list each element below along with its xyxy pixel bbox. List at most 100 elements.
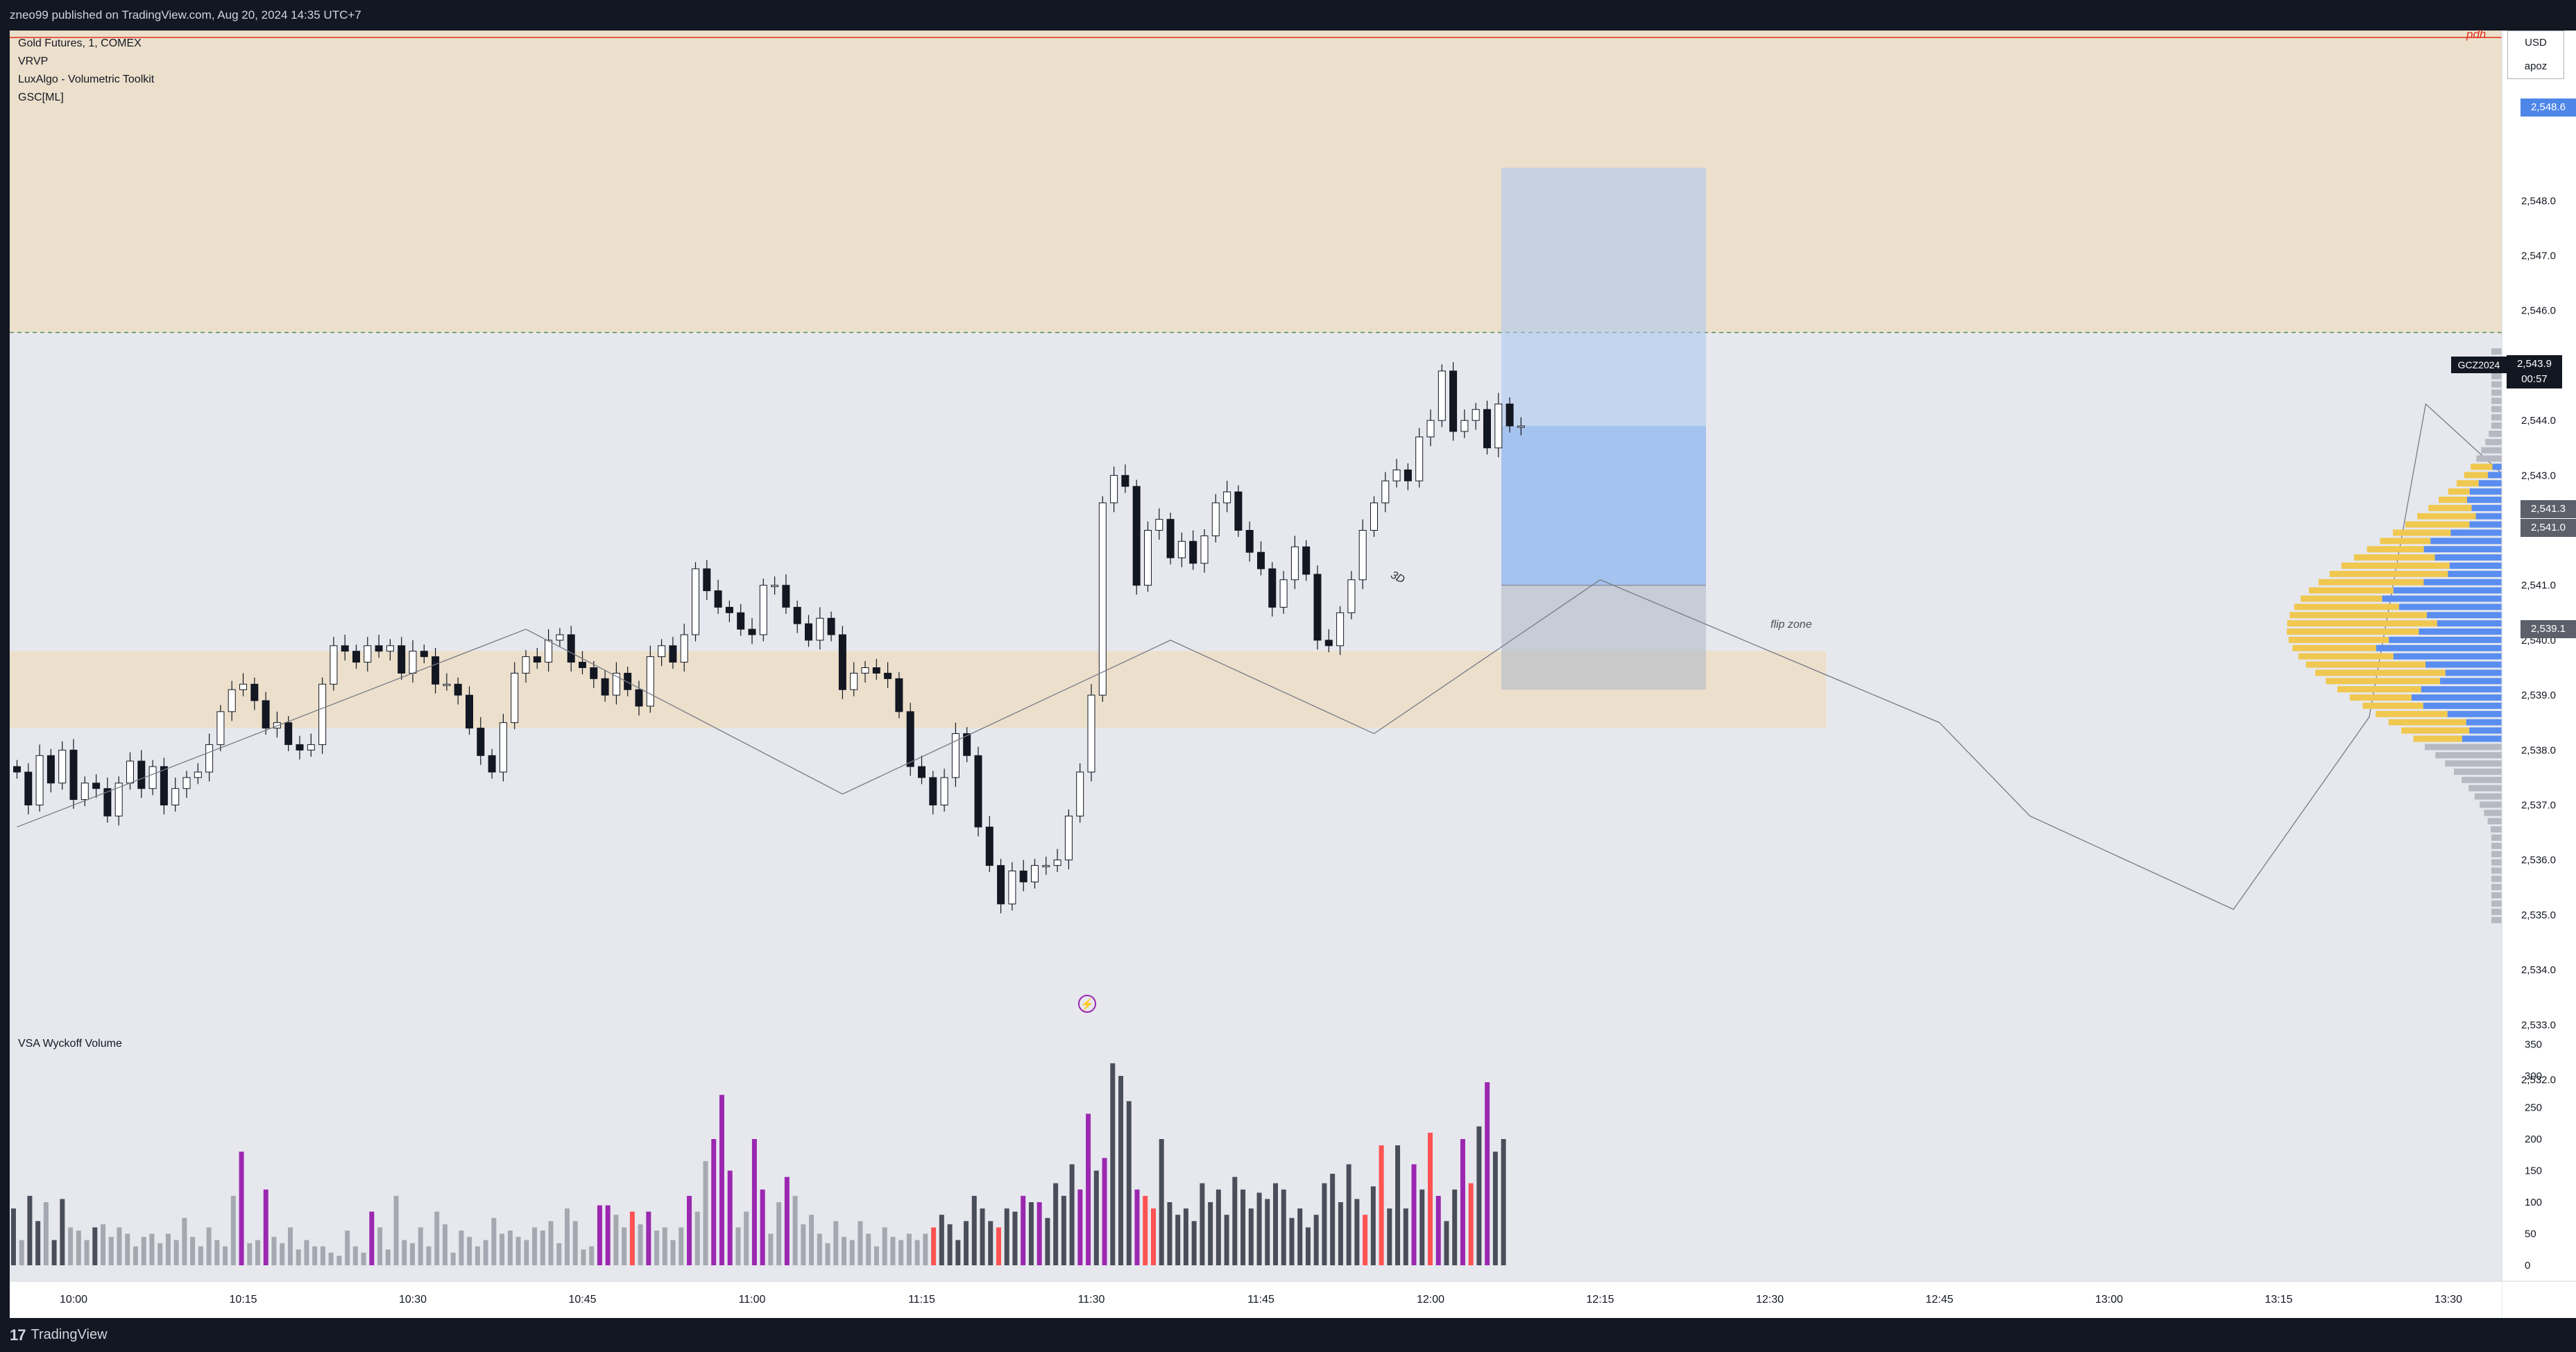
- volume-bar: [744, 1211, 749, 1265]
- time-tick-label: 10:30: [399, 1294, 427, 1306]
- volume-bar: [662, 1227, 667, 1265]
- candle: [341, 645, 349, 652]
- currency-selector[interactable]: USD apoz: [2507, 31, 2564, 79]
- volume-profile-bar: [2326, 678, 2441, 685]
- brand-name[interactable]: TradingView: [31, 1327, 108, 1342]
- volume-bar: [165, 1233, 171, 1265]
- candle: [567, 634, 575, 663]
- candle: [635, 689, 643, 707]
- volume-bar: [1077, 1189, 1083, 1265]
- volume-profile-bar: [2423, 702, 2502, 709]
- volume-profile-bar: [2393, 587, 2502, 594]
- volume-profile-bar: [2491, 373, 2502, 379]
- volume-profile-bar: [2435, 752, 2502, 759]
- volume-profile-bar: [2419, 628, 2502, 635]
- volume-profile-bar: [2475, 513, 2502, 520]
- volume-bar: [1452, 1189, 1458, 1265]
- volume-profile-bar: [2417, 513, 2476, 520]
- volume-bar: [426, 1246, 432, 1265]
- volume-pane-legend: VSA Wyckoff Volume: [18, 1035, 122, 1053]
- volume-profile-bar: [2492, 463, 2502, 470]
- volume-profile-bar: [2430, 538, 2502, 545]
- volume-bar: [198, 1246, 203, 1265]
- lightning-icon[interactable]: ⚡: [1078, 995, 1096, 1013]
- scale-mode-label[interactable]: apoz: [2524, 60, 2548, 72]
- candle: [443, 683, 451, 686]
- price-tick-label: 2,532.0: [2521, 1075, 2556, 1086]
- volume-bar: [719, 1095, 724, 1265]
- candle: [262, 700, 270, 729]
- volume-bar: [711, 1139, 717, 1265]
- publish-text: zneo99 published on TradingView.com, Aug…: [10, 8, 361, 22]
- candle: [1031, 865, 1039, 882]
- currency-label[interactable]: USD: [2525, 37, 2547, 49]
- volume-bar: [1143, 1195, 1148, 1265]
- volume-bar: [459, 1230, 464, 1265]
- volume-bar: [125, 1233, 130, 1265]
- volume-bar: [1167, 1202, 1172, 1265]
- volume-bar: [890, 1237, 896, 1265]
- price-tick-label: 2,538.0: [2521, 744, 2556, 756]
- volume-profile-bar: [2491, 842, 2502, 849]
- volume-profile-bar: [2318, 579, 2424, 585]
- chart-canvas[interactable]: 2,532.0 2,533.0 2,534.0 2,535.0 2,536.0 2,537…: [10, 31, 2576, 1318]
- volume-bar: [1379, 1145, 1384, 1265]
- volume-profile-bar: [2375, 710, 2448, 717]
- candle: [375, 645, 383, 652]
- volume-bar: [809, 1215, 814, 1265]
- volume-bar: [1289, 1217, 1295, 1265]
- tradingview-logo-icon[interactable]: 17: [10, 1326, 26, 1344]
- volume-bar: [1387, 1208, 1392, 1265]
- candle: [35, 755, 44, 805]
- volume-bar: [320, 1246, 325, 1265]
- time-tick-label: 12:45: [1925, 1294, 1953, 1306]
- volume-bar: [1183, 1208, 1188, 1265]
- legend-indicator-vrvp[interactable]: VRVP: [18, 55, 49, 67]
- candle: [1370, 502, 1378, 531]
- time-scale-area: [10, 1281, 2502, 1318]
- chart-area[interactable]: 2,532.0 2,533.0 2,534.0 2,535.0 2,536.0 2,537…: [10, 28, 2576, 1318]
- volume-bar: [589, 1246, 595, 1265]
- time-tick-label: 10:15: [229, 1294, 257, 1306]
- candle: [1494, 403, 1503, 449]
- volume-bar: [1305, 1227, 1311, 1265]
- candle: [974, 755, 982, 828]
- candle: [364, 645, 372, 663]
- candle: [466, 694, 473, 729]
- volume-profile-bar: [2341, 562, 2450, 569]
- volume-bar: [858, 1221, 863, 1265]
- candle: [454, 683, 462, 696]
- candle: [1336, 612, 1345, 647]
- volume-bar: [801, 1224, 806, 1265]
- candle: [1087, 694, 1095, 773]
- volume-profile-bar: [2469, 488, 2502, 495]
- volume-bar: [475, 1246, 480, 1265]
- candle: [1008, 871, 1016, 905]
- volume-profile-bar: [2491, 381, 2502, 388]
- volume-profile-bar: [2425, 744, 2502, 751]
- legend-indicator-luxalgo[interactable]: LuxAlgo - Volumetric Toolkit: [18, 74, 155, 85]
- price-tick-label: 2,539.0: [2521, 690, 2556, 701]
- candle: [488, 755, 496, 773]
- legend-symbol[interactable]: Gold Futures, 1, COMEX: [18, 37, 142, 49]
- volume-bar: [393, 1195, 399, 1265]
- candle: [1121, 474, 1129, 487]
- volume-pane-title[interactable]: VSA Wyckoff Volume: [18, 1038, 122, 1050]
- candle: [1189, 540, 1197, 564]
- volume-bar: [751, 1139, 757, 1265]
- volume-bar: [760, 1189, 765, 1265]
- volume-bar: [1045, 1217, 1050, 1265]
- candle: [1415, 436, 1424, 481]
- volume-bar: [1411, 1164, 1417, 1265]
- volume-profile-bar: [2462, 776, 2502, 783]
- volume-bar: [442, 1224, 447, 1265]
- volume-bar: [1224, 1215, 1229, 1265]
- volume-profile-bar: [2481, 447, 2502, 454]
- volume-bar: [1395, 1145, 1401, 1265]
- candle: [432, 656, 440, 685]
- volume-bar: [825, 1243, 830, 1265]
- legend-indicator-gsc[interactable]: GSC[ML]: [18, 92, 64, 103]
- volume-bar: [548, 1221, 554, 1265]
- price-tick-label: 2,537.0: [2521, 800, 2556, 812]
- candle: [228, 689, 236, 712]
